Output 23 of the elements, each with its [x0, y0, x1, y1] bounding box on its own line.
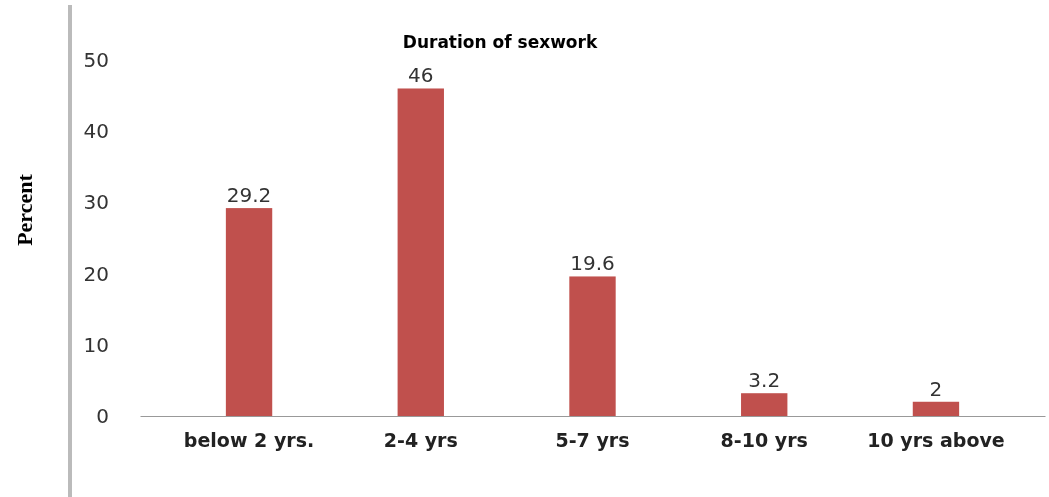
y-tick-label: 20: [83, 261, 109, 286]
chart-title: Duration of sexwork: [402, 32, 598, 52]
bar: [912, 401, 960, 416]
x-tick-label: 10 yrs above: [867, 429, 1005, 452]
data-label: 46: [408, 63, 434, 88]
data-label: 19.6: [570, 251, 615, 276]
x-tick-label: 2-4 yrs: [383, 429, 458, 452]
x-tick-label: below 2 yrs.: [183, 429, 315, 452]
bar: [569, 276, 616, 416]
y-tick-label: 40: [83, 119, 109, 144]
y-tick-label: 10: [83, 332, 109, 357]
y-tick-label: 30: [83, 190, 109, 215]
data-label: 3.2: [748, 368, 781, 393]
x-tick-label: 8-10 yrs: [720, 429, 808, 452]
bar: [397, 88, 444, 416]
bar: [225, 208, 273, 416]
x-tick-label: 5-7 yrs: [555, 429, 630, 452]
data-label: 2: [929, 376, 943, 401]
y-tick-label: 0: [96, 403, 109, 428]
data-label: 29.2: [226, 183, 272, 208]
bar: [741, 393, 788, 416]
y-axis-title: Percent: [12, 173, 37, 246]
y-tick-label: 50: [83, 47, 109, 72]
